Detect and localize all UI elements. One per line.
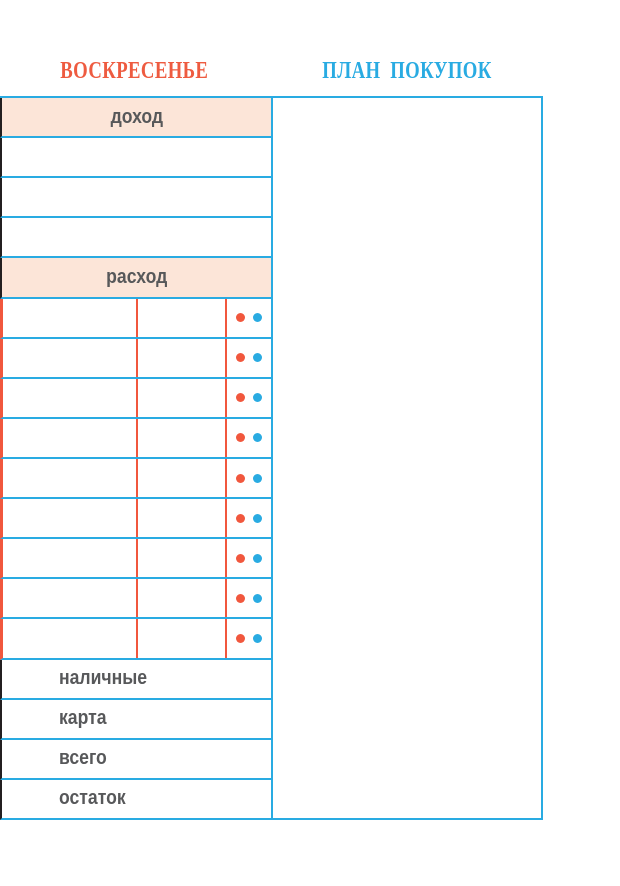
expense-amount-cell[interactable] <box>136 338 225 377</box>
cash-marker-dot[interactable] <box>236 393 245 403</box>
expense-category-cell[interactable] <box>3 299 136 337</box>
cash-marker-dot[interactable] <box>236 473 245 483</box>
card-marker-dot[interactable] <box>253 553 262 563</box>
expense-amount-cell[interactable] <box>136 579 225 618</box>
card-marker-dot[interactable] <box>253 633 262 643</box>
cash-marker-dot[interactable] <box>236 553 245 563</box>
cash-marker-dot[interactable] <box>236 353 245 363</box>
card-marker-dot[interactable] <box>253 593 262 603</box>
expense-category-cell[interactable] <box>3 539 136 577</box>
summary-label: остаток <box>59 787 126 810</box>
expense-row <box>0 298 271 339</box>
expense-category-cell[interactable] <box>3 379 136 417</box>
expense-amount-cell[interactable] <box>136 539 225 578</box>
income-row[interactable] <box>0 178 271 219</box>
payment-method-cell <box>225 619 271 658</box>
expense-amount-cell[interactable] <box>136 378 225 417</box>
expense-row <box>0 378 271 419</box>
expense-row <box>0 499 271 540</box>
shopping-plan-title: ПЛАН ПОКУПОК <box>322 58 492 84</box>
income-row[interactable] <box>0 218 271 259</box>
expense-category-cell[interactable] <box>3 339 136 377</box>
payment-method-cell <box>225 418 271 457</box>
expense-header-row: расход <box>0 258 271 299</box>
summary-label: наличные <box>59 667 148 690</box>
summary-row-cash[interactable]: наличные <box>0 659 271 700</box>
cash-marker-dot[interactable] <box>236 313 245 323</box>
card-marker-dot[interactable] <box>253 433 262 443</box>
summary-row-remainder[interactable]: остаток <box>0 779 271 820</box>
day-title: ВОСКРЕСЕНЬЕ <box>60 58 209 84</box>
expense-amount-cell[interactable] <box>136 418 225 457</box>
cash-marker-dot[interactable] <box>236 433 245 443</box>
card-marker-dot[interactable] <box>253 353 262 363</box>
cash-marker-dot[interactable] <box>236 593 245 603</box>
payment-method-cell <box>225 378 271 417</box>
card-marker-dot[interactable] <box>253 313 262 323</box>
budget-table: доход расход <box>0 96 271 820</box>
payment-method-cell <box>225 499 271 538</box>
expense-category-cell[interactable] <box>3 579 136 617</box>
card-marker-dot[interactable] <box>253 513 262 523</box>
payment-method-cell <box>225 458 271 498</box>
expense-row <box>0 418 271 459</box>
shopping-plan-box[interactable] <box>271 96 543 820</box>
payment-method-cell <box>225 298 271 337</box>
expense-category-cell[interactable] <box>3 619 136 657</box>
cash-marker-dot[interactable] <box>236 633 245 643</box>
card-marker-dot[interactable] <box>253 473 262 483</box>
expense-row <box>0 458 271 500</box>
summary-label: карта <box>59 707 107 730</box>
expense-amount-cell[interactable] <box>136 619 225 658</box>
summary-row-total[interactable]: всего <box>0 739 271 780</box>
expense-header-label: расход <box>105 265 168 288</box>
expense-row <box>0 579 271 620</box>
income-header-label: доход <box>110 105 163 128</box>
expense-amount-cell[interactable] <box>136 499 225 538</box>
summary-label: всего <box>59 747 107 770</box>
expense-category-cell[interactable] <box>3 419 136 457</box>
expense-amount-cell[interactable] <box>136 298 225 337</box>
expense-category-cell[interactable] <box>3 499 136 537</box>
cash-marker-dot[interactable] <box>236 513 245 523</box>
payment-method-cell <box>225 579 271 618</box>
expense-row <box>0 338 271 379</box>
summary-row-card[interactable]: карта <box>0 699 271 740</box>
card-marker-dot[interactable] <box>253 393 262 403</box>
income-row[interactable] <box>0 138 271 179</box>
payment-method-cell <box>225 539 271 578</box>
expense-row <box>0 619 271 660</box>
income-header-row: доход <box>0 98 271 139</box>
expense-row <box>0 539 271 580</box>
expense-amount-cell[interactable] <box>136 458 225 498</box>
payment-method-cell <box>225 338 271 377</box>
expense-category-cell[interactable] <box>3 459 136 497</box>
